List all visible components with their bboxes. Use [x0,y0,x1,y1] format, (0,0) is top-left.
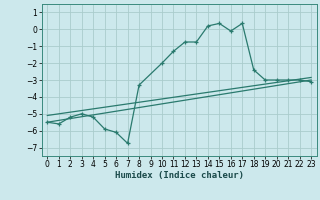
X-axis label: Humidex (Indice chaleur): Humidex (Indice chaleur) [115,171,244,180]
